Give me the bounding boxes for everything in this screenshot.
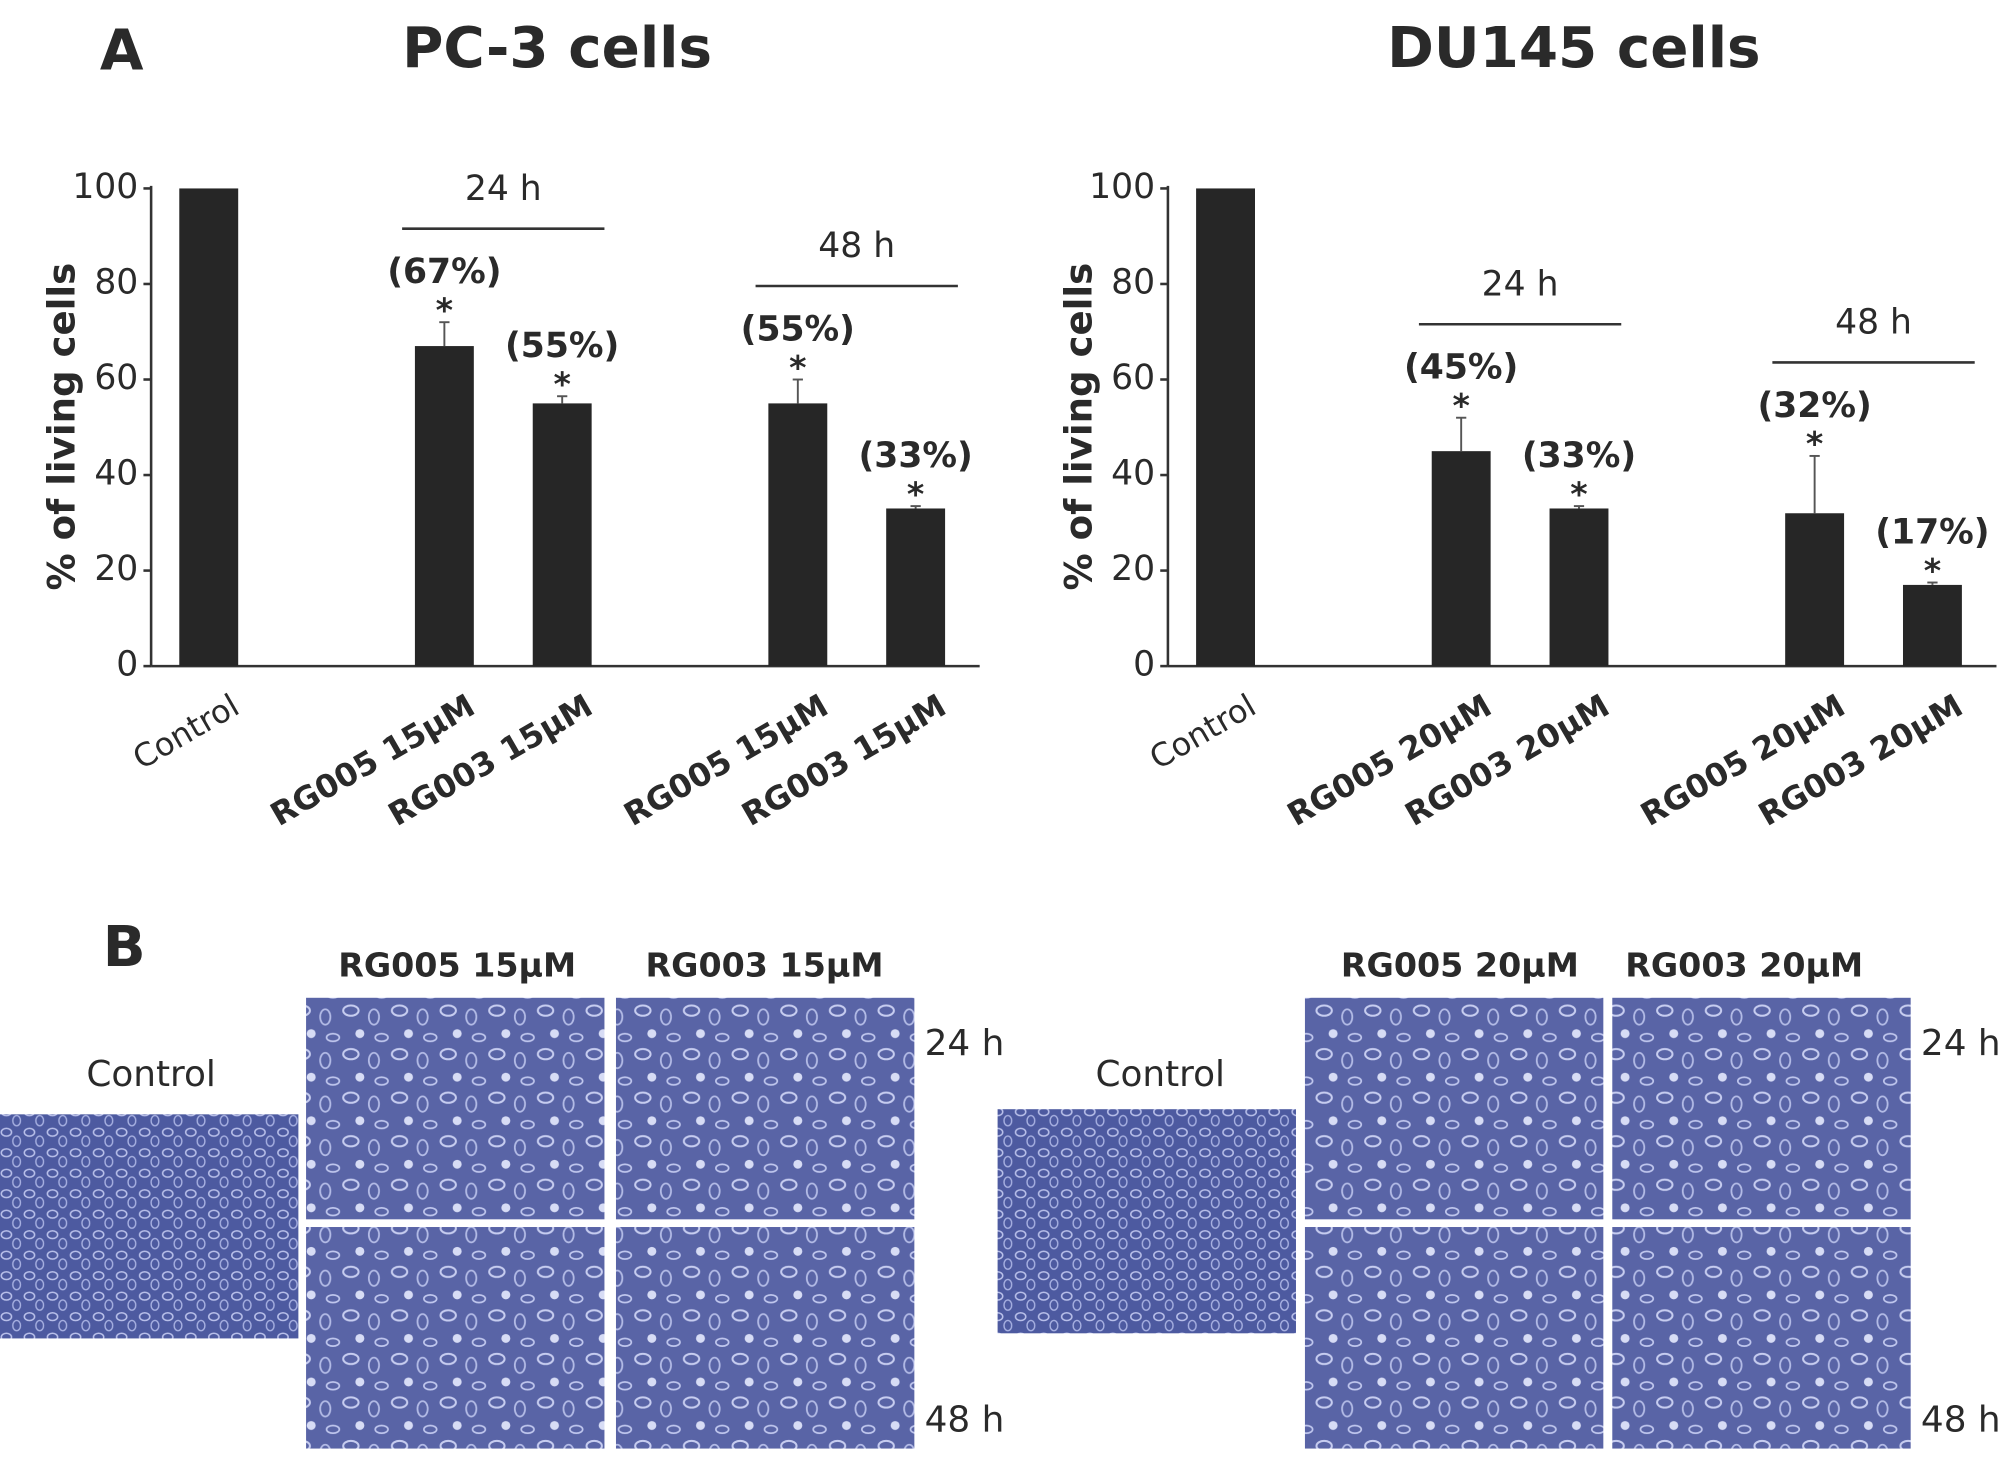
x-tick-label: Control	[1143, 686, 1262, 777]
group-label: 48 h	[1835, 303, 1912, 343]
y-tick-label: 100	[72, 167, 138, 207]
x-tick-label: Control	[126, 686, 245, 777]
bar	[532, 403, 592, 667]
chart-title: DU145 cells	[1387, 16, 1760, 81]
micrograph-label: 24 h	[925, 1023, 1005, 1064]
chart-title: PC-3 cells	[402, 16, 712, 81]
x-tick-label: RG003 20µM	[1752, 686, 1969, 833]
bar	[179, 188, 239, 667]
group-label: 24 h	[1482, 264, 1559, 304]
significance: *	[907, 474, 924, 513]
micrograph	[0, 1114, 299, 1339]
micrographs	[0, 997, 1911, 1449]
x-tick-label: RG003 20µM	[1399, 686, 1616, 833]
micrograph-label: RG003 20µM	[1625, 946, 1863, 985]
y-tick-label: 0	[1133, 645, 1155, 685]
x-tick-label: RG005 15µM	[264, 686, 481, 833]
micrograph	[1612, 1227, 1911, 1449]
y-tick-label: 40	[1111, 454, 1155, 494]
micrograph-label: 24 h	[1921, 1023, 2001, 1064]
micrograph-label: 48 h	[925, 1400, 1005, 1441]
significance: *	[1806, 424, 1823, 463]
significance: *	[1452, 386, 1469, 425]
micrograph	[306, 997, 605, 1220]
value-label: (32%)	[1757, 386, 1871, 426]
bar	[1196, 188, 1255, 667]
x-tick-label: RG005 15µM	[617, 686, 834, 833]
significance: *	[1924, 551, 1941, 590]
value-label: (45%)	[1404, 348, 1518, 388]
micrograph-label: RG005 15µM	[338, 946, 576, 985]
significance: *	[553, 364, 570, 403]
micrograph-label: 48 h	[1921, 1400, 2001, 1441]
significance: *	[789, 348, 806, 387]
micrograph	[615, 1227, 915, 1449]
y-axis-label: % of living cells	[1057, 263, 1100, 591]
value-label: (55%)	[741, 309, 855, 349]
micrograph	[1304, 997, 1604, 1220]
panel-label: B	[103, 915, 146, 980]
y-axis-label: % of living cells	[41, 263, 84, 591]
y-tick-label: 20	[94, 549, 138, 589]
micrograph	[1612, 997, 1911, 1220]
micrograph	[615, 997, 915, 1220]
bar	[414, 346, 474, 667]
group-label: 48 h	[818, 226, 895, 266]
x-tick-label: RG005 20µM	[1281, 686, 1498, 833]
micrograph	[1304, 1227, 1604, 1449]
x-tick-label: RG003 15µM	[735, 686, 952, 833]
significance: *	[436, 290, 453, 329]
significance: *	[1570, 474, 1587, 513]
y-tick-label: 60	[94, 358, 138, 398]
y-tick-label: 0	[116, 645, 138, 685]
micrograph-label: Control	[86, 1054, 216, 1095]
value-label: (17%)	[1875, 512, 1989, 552]
value-label: (33%)	[1522, 436, 1636, 476]
y-tick-label: 80	[1111, 262, 1155, 302]
value-label: (33%)	[858, 436, 972, 476]
value-label: (67%)	[387, 252, 501, 292]
y-tick-label: 40	[94, 454, 138, 494]
bar	[886, 508, 946, 667]
bar	[1431, 451, 1491, 667]
micrograph	[997, 1109, 1296, 1334]
micrograph-label: Control	[1095, 1054, 1225, 1095]
micrograph-label: RG005 20µM	[1341, 946, 1579, 985]
y-tick-label: 60	[1111, 358, 1155, 398]
x-tick-label: RG005 20µM	[1634, 686, 1851, 833]
panel-label: A	[100, 19, 144, 84]
y-tick-label: 20	[1111, 549, 1155, 589]
x-tick-label: RG003 15µM	[382, 686, 599, 833]
y-tick-label: 80	[94, 262, 138, 302]
bar	[1785, 513, 1845, 667]
bar	[1902, 584, 1962, 667]
group-label: 24 h	[465, 169, 542, 209]
y-tick-label: 100	[1089, 167, 1155, 207]
bar	[768, 403, 828, 667]
value-label: (55%)	[505, 326, 619, 366]
bar	[1549, 508, 1609, 667]
micrograph-label: RG003 15µM	[646, 946, 884, 985]
micrograph	[306, 1227, 605, 1449]
